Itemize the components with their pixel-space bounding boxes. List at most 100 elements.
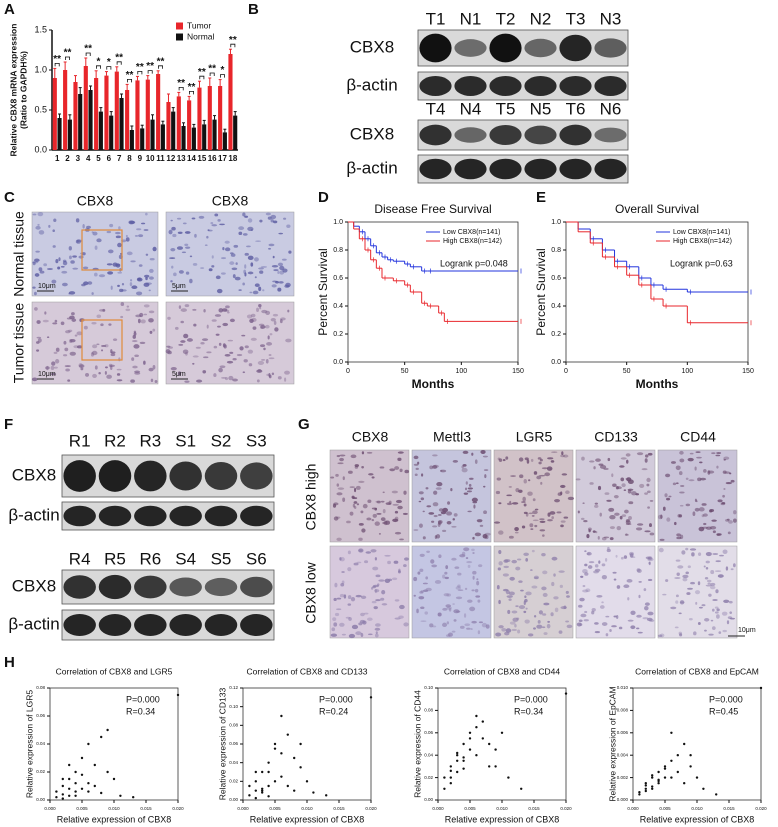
y-tick-label: 0.06 [36,713,45,718]
band [419,124,452,146]
ihc-texture [701,503,707,506]
ihc-texture [185,271,190,275]
ihc-texture [31,377,38,382]
ihc-texture [445,565,449,570]
ihc-texture [432,502,439,507]
significance: * [97,56,101,67]
ihc-texture [578,604,583,608]
ihc-texture [417,571,421,575]
ihc-texture [482,455,488,458]
ihc-texture [521,525,526,529]
row-label: CBX8 [12,576,56,595]
point [254,789,257,792]
ihc-image [165,301,295,385]
ihc-texture [467,599,473,603]
point [80,773,84,776]
ihc-texture [437,522,441,527]
ihc-texture [495,632,502,637]
ihc-texture [448,608,452,612]
y-tick-label: 0.04 [36,741,45,746]
ihc-texture [471,589,475,592]
ihc-texture [705,567,709,570]
ihc-texture [642,617,649,620]
ihc-texture [472,552,475,554]
ihc-texture [375,631,378,635]
ihc-texture [523,552,529,557]
ihc-texture [125,237,130,242]
ihc-texture [582,568,588,574]
y-tick-label: 0.6 [333,275,343,282]
point [462,756,465,759]
ihc-texture [662,506,666,511]
lane-label: R3 [139,431,161,450]
ihc-texture [594,504,599,508]
lane-label: R5 [104,549,126,568]
ihc-texture [623,584,630,588]
y-tick-label: 0.008 [617,708,629,713]
x-tick-label: 0.020 [172,806,184,811]
ihc-texture [54,319,58,323]
ihc-texture [435,487,442,490]
ihc-texture [507,609,511,615]
ihc-texture [148,367,154,372]
ihc-texture [260,325,266,329]
lane-label: T1 [426,9,446,28]
ihc-texture [247,218,253,223]
y-tick-label: 1.0 [34,64,47,74]
ihc-texture [624,509,629,514]
ihc-texture [677,514,681,518]
ihc-texture [455,586,461,590]
ihc-texture [268,353,272,357]
point [462,759,465,762]
point [449,769,452,773]
ihc-texture [178,270,184,274]
ihc-texture [125,234,128,238]
ihc-texture [108,323,112,326]
x-tick-label: 11 [156,154,165,163]
ihc-texture [676,536,682,540]
ihc-texture [381,590,386,595]
ihc-texture [336,492,343,496]
blot-strip [417,71,629,101]
ihc-texture [584,550,587,553]
ihc-texture [679,600,685,605]
ihc-texture [213,345,218,349]
ihc-texture [531,585,538,589]
ihc-texture [436,481,443,487]
ihc-texture [173,272,177,277]
ihc-texture [76,331,83,336]
ihc-texture [114,231,121,235]
ihc-texture [594,502,598,505]
ihc-texture [53,351,58,354]
y-tick-label: 0.2 [551,331,561,338]
ihc-texture [498,561,503,566]
ihc-texture [284,284,290,288]
row-label: CBX8 [12,465,56,484]
ihc-texture [432,465,438,469]
point [87,742,90,746]
ihc-texture [464,587,468,590]
ihc-texture [64,365,71,368]
point [299,766,302,769]
ihc-texture [446,593,452,597]
ihc-texture [556,511,562,514]
ihc-texture [72,267,79,270]
ihc-texture [468,483,472,487]
ihc-texture [563,605,567,610]
band [63,575,96,599]
band [134,575,167,599]
ihc-texture [475,595,481,598]
ihc-texture [649,499,654,502]
point [456,751,459,755]
point [261,789,264,792]
ihc-texture [234,276,241,281]
bar [160,124,165,150]
point [74,790,77,793]
ihc-texture [606,548,611,553]
ihc-texture [180,320,185,324]
ihc-texture [183,333,189,339]
ihc-texture [207,229,210,232]
lane-label: N5 [530,99,552,118]
ihc-texture [171,265,174,269]
point [520,787,523,790]
